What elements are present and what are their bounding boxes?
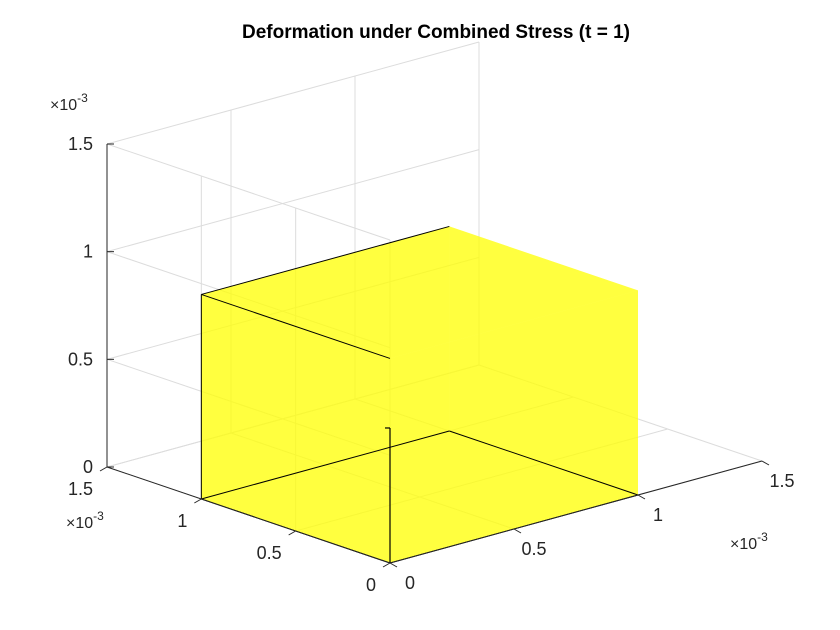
axes: [99, 143, 770, 568]
x-axis-exponent: ×10-3: [730, 530, 768, 553]
x-tick-label: 1: [653, 505, 663, 525]
y-tick: [194, 498, 202, 504]
z-tick-label: 0: [83, 457, 93, 477]
z-tick-label: 0.5: [68, 349, 93, 369]
x-tick: [389, 562, 398, 568]
z-tick-label: 1.5: [68, 134, 93, 154]
box-edge: [201, 225, 450, 295]
x-tick: [761, 460, 770, 466]
chart-title: Deformation under Combined Stress (t = 1…: [242, 22, 630, 43]
y-tick-label: 1.5: [68, 479, 93, 499]
x-tick: [637, 494, 646, 500]
y-tick: [99, 466, 108, 472]
y-tick-label: 1: [177, 511, 187, 531]
box-face-top: [201, 226, 639, 359]
yellow-box: [200, 225, 639, 564]
backwall-gridline-z: [106, 41, 480, 145]
x-tick: [513, 528, 522, 534]
z-axis-exponent: ×10-3: [50, 91, 88, 114]
y-tick-label: 0.5: [257, 543, 282, 563]
z-tick-label: 1: [83, 242, 93, 262]
y-axis-exponent: ×10-3: [66, 509, 104, 532]
x-axis-line: [389, 460, 763, 564]
backwall-gridline-z: [106, 149, 480, 253]
box-edge: [201, 293, 391, 359]
y-tick: [288, 530, 296, 536]
box-edge: [201, 430, 450, 500]
y-tick: [382, 562, 391, 568]
y-axis-line: [106, 466, 391, 564]
sidewall-gridline-z: [106, 143, 391, 241]
y-tick-label: 0: [366, 575, 376, 595]
x-tick-label: 0.5: [521, 539, 546, 559]
box-edge: [449, 430, 639, 496]
tick-labels: 00.511.500.511.500.511.5: [68, 134, 795, 595]
x-tick-label: 0: [405, 573, 415, 593]
x-tick-label: 1.5: [769, 471, 794, 491]
